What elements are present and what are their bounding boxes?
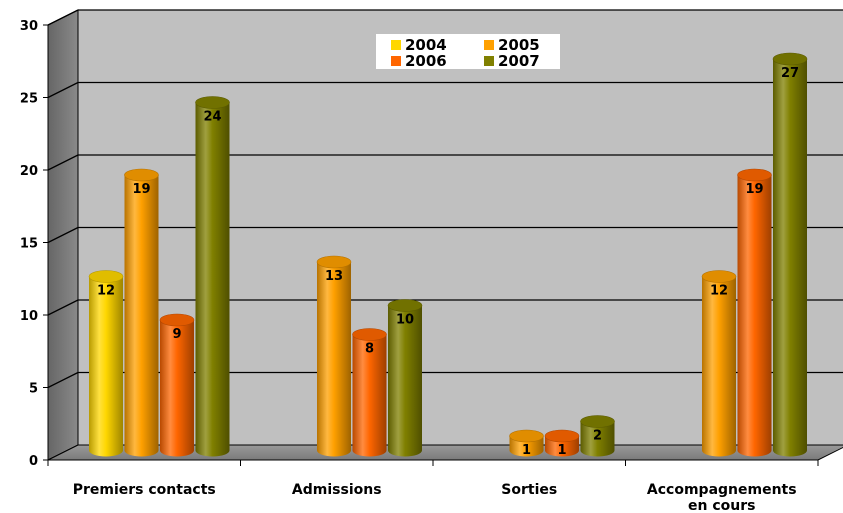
bar-top bbox=[509, 429, 544, 443]
legend-swatch bbox=[391, 40, 401, 50]
category-label: en cours bbox=[688, 498, 755, 513]
y-tick-label: 5 bbox=[29, 382, 38, 397]
data-label: 27 bbox=[781, 66, 799, 81]
y-tick-label: 10 bbox=[20, 309, 38, 324]
data-label: 12 bbox=[97, 284, 115, 299]
legend-swatch bbox=[484, 56, 494, 66]
y-axis: 0 5 10 15 20 25 30 bbox=[20, 19, 49, 469]
data-label: 24 bbox=[203, 110, 221, 125]
bar-body bbox=[737, 175, 772, 457]
legend-item: 2005 bbox=[484, 36, 540, 54]
data-label: 1 bbox=[522, 443, 531, 458]
category-group: 1 1 2 bbox=[509, 415, 615, 458]
data-label: 19 bbox=[745, 182, 763, 197]
legend: 2004 2005 2006 2007 bbox=[376, 34, 560, 70]
bar-top bbox=[159, 313, 195, 327]
bar-body bbox=[580, 421, 615, 457]
legend-item: 2007 bbox=[484, 52, 540, 70]
bar-top bbox=[88, 270, 124, 283]
bar-top bbox=[772, 52, 808, 66]
category-label: Accompagnements bbox=[647, 482, 797, 498]
bar-body bbox=[352, 334, 387, 457]
bar-top bbox=[701, 270, 737, 283]
x-axis: Premiers contacts Admissions Sorties Accomp… bbox=[47, 460, 819, 513]
gridline-side bbox=[47, 299, 79, 316]
bar: 12 bbox=[88, 270, 124, 457]
bar: 1 bbox=[544, 429, 580, 458]
floor bbox=[47, 444, 843, 461]
bar-top bbox=[124, 168, 159, 182]
bar-top bbox=[580, 415, 615, 428]
legend-swatch bbox=[391, 56, 401, 66]
gridline-side bbox=[47, 371, 79, 389]
bar-body bbox=[195, 102, 230, 457]
bar-top bbox=[737, 168, 772, 182]
category-group: 13 8 10 bbox=[316, 255, 423, 457]
legend-label: 2005 bbox=[498, 36, 540, 54]
bar-top bbox=[195, 96, 230, 109]
bar-body bbox=[702, 276, 736, 457]
y-tick-label: 15 bbox=[20, 237, 38, 252]
bar: 10 bbox=[387, 299, 423, 457]
data-label: 8 bbox=[365, 342, 374, 357]
legend-box bbox=[376, 34, 560, 69]
category-label: Admissions bbox=[292, 482, 382, 498]
bar-body bbox=[89, 276, 123, 457]
bar: 27 bbox=[772, 52, 808, 457]
data-label: 13 bbox=[325, 269, 343, 284]
bar: 2 bbox=[580, 415, 615, 457]
bar: 8 bbox=[352, 328, 387, 457]
gridline-side bbox=[47, 154, 79, 171]
y-tick-label: 30 bbox=[20, 19, 38, 34]
bar-body bbox=[124, 175, 159, 457]
bar-body bbox=[773, 59, 807, 457]
bar: 24 bbox=[195, 96, 230, 457]
category-group: 12 19 9 24 bbox=[88, 96, 230, 457]
bar-top bbox=[387, 299, 423, 312]
gridline-side bbox=[47, 81, 79, 99]
bar-top bbox=[316, 255, 352, 269]
legend-item: 2006 bbox=[391, 52, 447, 70]
bar-body bbox=[388, 305, 422, 457]
bar: 13 bbox=[316, 255, 352, 457]
category-group: 12 19 27 bbox=[701, 52, 808, 457]
category-label: Sorties bbox=[501, 482, 557, 498]
data-label: 10 bbox=[396, 313, 414, 328]
y-tick-label: 0 bbox=[29, 454, 38, 469]
data-label: 2 bbox=[593, 429, 602, 444]
data-label: 12 bbox=[710, 284, 728, 299]
legend-label: 2006 bbox=[405, 52, 447, 70]
data-label: 1 bbox=[557, 443, 566, 458]
bar-top bbox=[352, 328, 387, 341]
bar: 1 bbox=[509, 429, 544, 458]
gridline-side bbox=[47, 9, 79, 26]
bar-body bbox=[160, 320, 194, 457]
data-label: 9 bbox=[172, 327, 181, 342]
bar-top bbox=[544, 429, 580, 443]
y-tick-label: 25 bbox=[20, 92, 38, 107]
bar: 19 bbox=[737, 168, 772, 457]
bar-body bbox=[317, 262, 351, 457]
bar: 12 bbox=[701, 270, 737, 457]
legend-label: 2004 bbox=[405, 36, 447, 54]
y-tick-label: 20 bbox=[20, 164, 38, 179]
bar: 19 bbox=[124, 168, 159, 457]
legend-swatch bbox=[484, 40, 494, 50]
bar: 9 bbox=[159, 313, 195, 457]
gridline-side bbox=[47, 226, 79, 244]
data-label: 19 bbox=[132, 182, 150, 197]
legend-label: 2007 bbox=[498, 52, 540, 70]
category-label: Premiers contacts bbox=[73, 482, 216, 498]
legend-item: 2004 bbox=[391, 36, 447, 54]
